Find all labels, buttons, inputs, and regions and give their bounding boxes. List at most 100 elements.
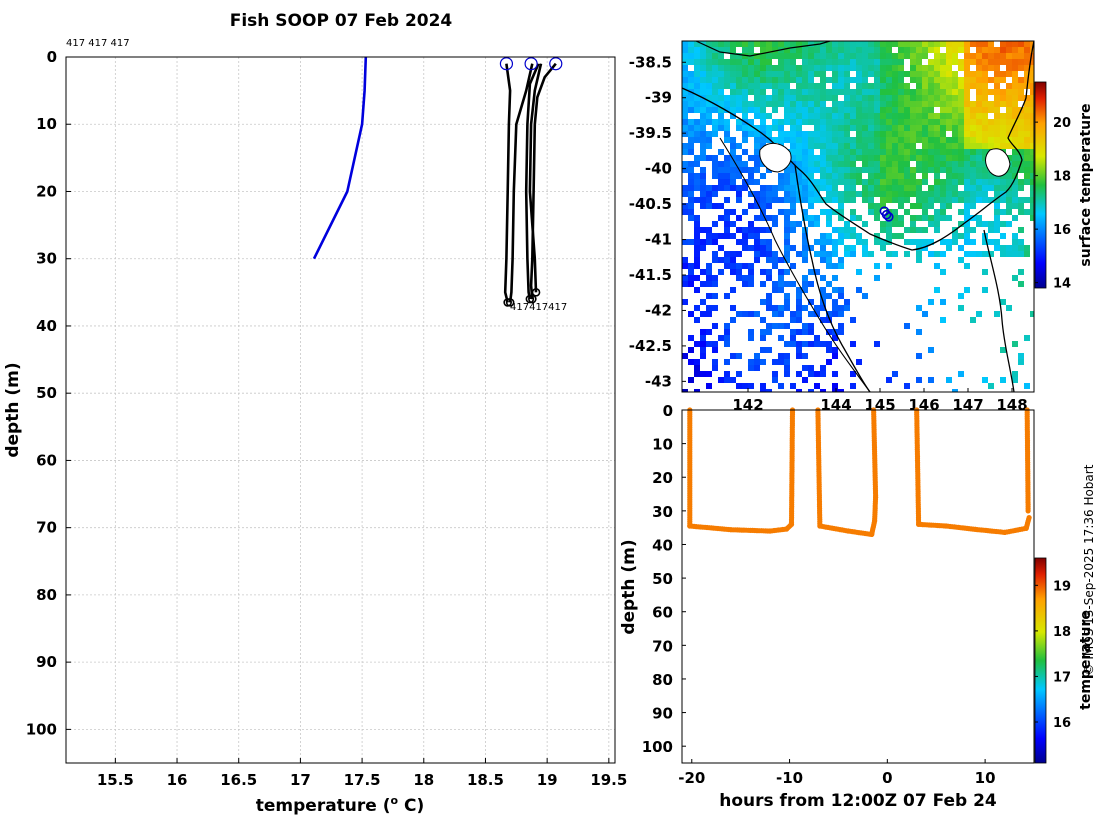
sst-cell	[796, 317, 802, 323]
sst-cell	[988, 41, 994, 47]
sst-cell	[784, 47, 790, 53]
sst-cell	[760, 215, 766, 221]
sst-cell	[1018, 113, 1024, 119]
sst-cell	[862, 95, 868, 101]
profile-ytick-label: 10	[36, 115, 57, 133]
sst-cell	[910, 113, 916, 119]
sst-cell	[730, 113, 736, 119]
sst-cell	[724, 47, 730, 53]
sst-cell	[688, 59, 694, 65]
sst-cell	[934, 287, 940, 293]
sst-cell	[790, 137, 796, 143]
sst-cell	[706, 137, 712, 143]
sst-cell	[754, 95, 760, 101]
sst-cell	[886, 377, 892, 383]
sst-cell	[724, 335, 730, 341]
sst-cell	[784, 209, 790, 215]
time-depth-colorbar-tick-label: 17	[1053, 670, 1071, 685]
sst-cell	[796, 89, 802, 95]
sst-cell	[994, 179, 1000, 185]
sst-cell	[874, 101, 880, 107]
sst-cell	[862, 53, 868, 59]
sst-cell	[934, 191, 940, 197]
sst-cell	[796, 137, 802, 143]
sst-cell	[934, 77, 940, 83]
sst-cell	[856, 83, 862, 89]
sst-cell	[868, 149, 874, 155]
sst-cell	[694, 77, 700, 83]
sst-cell	[1006, 221, 1012, 227]
sst-cell	[820, 131, 826, 137]
sst-cell	[838, 191, 844, 197]
sst-cell	[928, 167, 934, 173]
sst-cell	[700, 269, 706, 275]
sst-cell	[892, 95, 898, 101]
sst-cell	[1006, 101, 1012, 107]
sst-cell	[766, 191, 772, 197]
sst-cell	[838, 131, 844, 137]
sst-cell	[706, 41, 712, 47]
sst-cell	[970, 53, 976, 59]
sst-cell	[910, 41, 916, 47]
sst-cell	[880, 161, 886, 167]
sst-cell	[682, 203, 688, 209]
sst-cell	[844, 137, 850, 143]
sst-cell	[724, 329, 730, 335]
sst-cell	[886, 77, 892, 83]
sst-cell	[688, 101, 694, 107]
sst-cell	[802, 53, 808, 59]
sst-cell	[874, 53, 880, 59]
sst-cell	[898, 215, 904, 221]
sst-cell	[694, 251, 700, 257]
sst-cell	[718, 269, 724, 275]
sst-cell	[700, 83, 706, 89]
time-depth-xtick-label: 10	[975, 769, 996, 787]
sst-cell	[982, 269, 988, 275]
sst-cell	[934, 167, 940, 173]
sst-cell	[874, 209, 880, 215]
sst-cell	[736, 71, 742, 77]
sst-cell	[988, 119, 994, 125]
sst-cell	[820, 293, 826, 299]
sst-cell	[958, 137, 964, 143]
sst-cell	[688, 275, 694, 281]
sst-cell	[778, 335, 784, 341]
profile-ytick-label: 60	[36, 451, 57, 469]
sst-cell	[778, 89, 784, 95]
sst-cell	[796, 125, 802, 131]
sst-cell	[754, 353, 760, 359]
sst-cell	[808, 89, 814, 95]
sst-cell	[688, 281, 694, 287]
sst-cell	[874, 59, 880, 65]
sst-cell	[718, 77, 724, 83]
sst-cell	[808, 59, 814, 65]
sst-cell	[784, 227, 790, 233]
sst-cell	[934, 53, 940, 59]
sst-cell	[838, 167, 844, 173]
sst-cell	[1000, 197, 1006, 203]
sst-cell	[874, 119, 880, 125]
sst-map-chart: -38.5-39-39.5-40-40.5-41-41.5-42-42.5-43…	[629, 40, 1094, 414]
sst-cell	[904, 167, 910, 173]
sst-cell	[820, 257, 826, 263]
sst-cell	[838, 155, 844, 161]
sst-cell	[988, 77, 994, 83]
sst-cell	[766, 293, 772, 299]
sst-cell	[802, 353, 808, 359]
sst-cell	[1012, 341, 1018, 347]
sst-cell	[802, 143, 808, 149]
sst-cell	[796, 101, 802, 107]
sst-cell	[970, 155, 976, 161]
sst-cell	[868, 53, 874, 59]
sst-cell	[970, 149, 976, 155]
sst-cell	[802, 167, 808, 173]
sst-cell	[826, 131, 832, 137]
sst-cell	[934, 263, 940, 269]
sst-cell	[1018, 209, 1024, 215]
sst-cell	[1030, 179, 1034, 185]
sst-cell	[682, 263, 688, 269]
sst-cell	[778, 209, 784, 215]
sst-cell	[838, 311, 844, 317]
sst-cell	[862, 47, 868, 53]
